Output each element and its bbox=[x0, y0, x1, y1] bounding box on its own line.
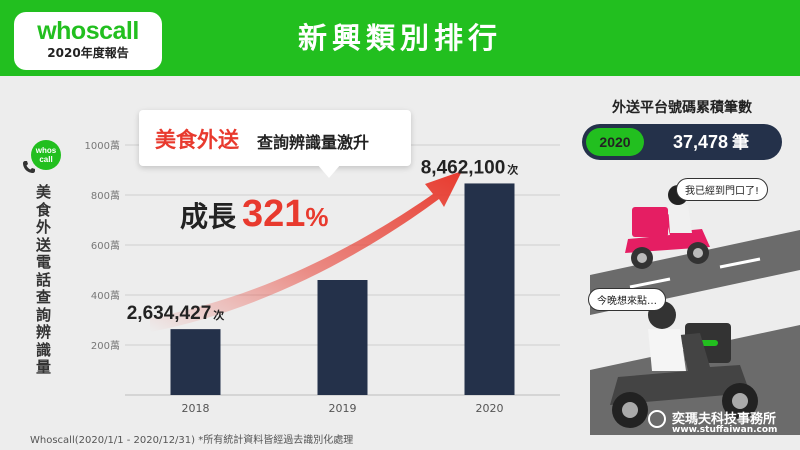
logo-subtitle: 2020年度報告 bbox=[47, 46, 129, 60]
road-marking bbox=[629, 277, 671, 289]
data-label: 8,462,100 次 bbox=[421, 157, 519, 178]
delivery-illustration bbox=[590, 185, 800, 435]
badge-line-2: call bbox=[39, 155, 53, 164]
stat-value-wrap: 37,478 筆 bbox=[646, 124, 776, 160]
callout-highlight: 美食外送 bbox=[155, 128, 239, 152]
data-label: 2,634,427 次 bbox=[127, 303, 225, 324]
callout-text: 查詢辨識量激升 bbox=[257, 133, 370, 152]
stat-pill: 2020 37,478 筆 bbox=[582, 124, 782, 160]
speech-bubble-1: 我已經到門口了! bbox=[676, 178, 769, 201]
growth-arrow-icon bbox=[150, 171, 462, 332]
header-bar: whoscall 2020年度報告 新興類別排行 bbox=[0, 0, 800, 76]
y-tick-label: 800萬 bbox=[91, 189, 120, 202]
callout-box: 美食外送 查詢辨識量激升 bbox=[139, 110, 411, 166]
y-tick-label: 1000萬 bbox=[85, 139, 120, 152]
green-scooter-icon bbox=[610, 301, 758, 428]
bar-2019 bbox=[317, 280, 368, 395]
road-marking bbox=[719, 257, 761, 269]
whoscall-logo: whoscall 2020年度報告 bbox=[14, 12, 162, 70]
watermark-title: 奕瑪夫科技事務所 bbox=[672, 412, 777, 427]
x-tick-label: 2020 bbox=[476, 402, 504, 415]
watermark-site: www.stuffaiwan.com bbox=[672, 425, 778, 435]
y-tick-label: 200萬 bbox=[91, 339, 120, 352]
callout-tail bbox=[317, 164, 341, 178]
page-title: 新興類別排行 bbox=[297, 21, 502, 55]
bar-2018 bbox=[170, 329, 221, 395]
panel-title: 外送平台號碼累積筆數 bbox=[612, 100, 752, 116]
y-tick-label: 400萬 bbox=[91, 289, 120, 302]
logo-text: whoscall bbox=[37, 17, 139, 45]
stat-value: 37,478 bbox=[672, 132, 729, 152]
bar-2020 bbox=[464, 183, 515, 395]
phone-icon bbox=[23, 161, 35, 173]
stat-unit: 筆 bbox=[732, 133, 750, 153]
footnote: Whoscall(2020/1/1 - 2020/12/31) *所有統計資料皆… bbox=[30, 435, 354, 446]
stat-year: 2020 bbox=[586, 128, 644, 156]
watermark-logo-icon bbox=[648, 410, 666, 428]
x-tick-label: 2019 bbox=[329, 402, 357, 415]
growth-unit: % bbox=[305, 202, 329, 232]
growth-number: 321 bbox=[242, 193, 306, 235]
growth-stat: 成長 321% bbox=[180, 193, 329, 236]
y-axis-label: 美食外送電話查詢辨識量 bbox=[36, 183, 52, 376]
x-tick-label: 2018 bbox=[182, 402, 210, 415]
badge-line-1: whos bbox=[35, 146, 57, 155]
y-tick-label: 600萬 bbox=[91, 239, 120, 252]
whoscall-badge-icon: whos call bbox=[31, 140, 61, 170]
growth-label: 成長 bbox=[180, 200, 237, 233]
speech-bubble-2: 今晚想來點… bbox=[588, 288, 666, 311]
